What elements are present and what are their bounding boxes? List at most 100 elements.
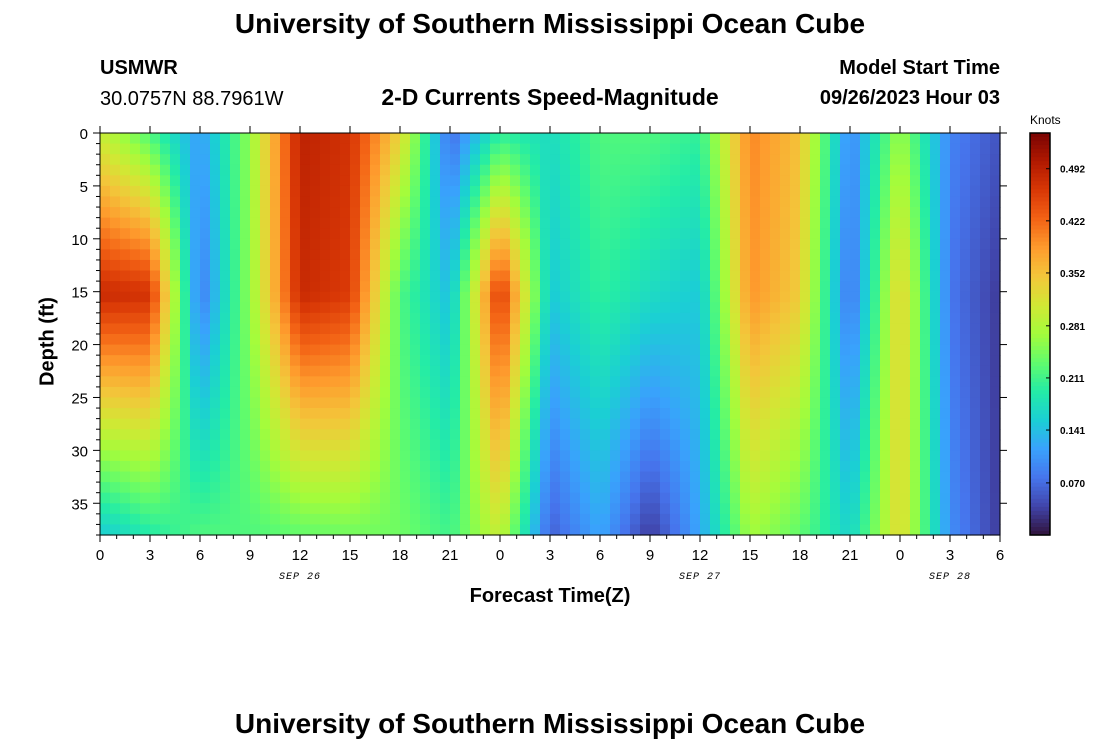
heatmap-cell	[440, 175, 451, 187]
heatmap-cell	[280, 312, 291, 325]
x-tick-label: 6	[596, 547, 604, 564]
heatmap-cell	[610, 302, 621, 314]
heatmap-cell	[970, 207, 981, 219]
heatmap-cell	[440, 323, 451, 335]
heatmap-cell	[530, 291, 541, 303]
heatmap-cell	[360, 503, 371, 515]
heatmap-cell	[650, 133, 661, 145]
heatmap-cell	[980, 291, 991, 303]
heatmap-cell	[800, 429, 811, 441]
heatmap-cell	[240, 397, 251, 409]
heatmap-cell	[920, 323, 931, 335]
heatmap-cell	[620, 513, 631, 526]
heatmap-cell	[590, 312, 601, 325]
heatmap-cell	[900, 133, 911, 145]
heatmap-cell	[830, 376, 841, 388]
heatmap-cell	[220, 439, 231, 451]
x-tick-label: 3	[146, 547, 154, 564]
heatmap-cell	[880, 259, 891, 272]
heatmap-cell	[410, 238, 421, 250]
heatmap-cell	[780, 196, 791, 208]
heatmap-cell	[570, 154, 581, 166]
heatmap-cell	[460, 323, 471, 335]
heatmap-cell	[530, 386, 541, 399]
heatmap-cell	[920, 334, 931, 346]
heatmap-cell	[210, 281, 221, 293]
heatmap-cell	[500, 302, 511, 314]
heatmap-cell	[480, 133, 491, 145]
heatmap-cell	[320, 503, 331, 515]
heatmap-cell	[890, 133, 901, 145]
heatmap-cell	[700, 154, 711, 166]
heatmap-cell	[210, 323, 221, 335]
heatmap-cell	[250, 270, 261, 282]
heatmap-cell	[770, 460, 781, 473]
heatmap-cell	[130, 154, 141, 166]
heatmap-cell	[380, 386, 391, 399]
heatmap-cell	[680, 471, 691, 483]
heatmap-cell	[670, 334, 681, 346]
heatmap-cell	[330, 281, 341, 293]
heatmap-cell	[240, 418, 251, 430]
heatmap-cell	[360, 196, 371, 208]
heatmap-cell	[400, 249, 411, 261]
heatmap-cell	[780, 460, 791, 473]
heatmap-cell	[190, 238, 201, 250]
heatmap-cell	[250, 334, 261, 346]
heatmap-cell	[860, 418, 871, 430]
heatmap-cell	[560, 344, 571, 356]
heatmap-cell	[700, 133, 711, 145]
heatmap-cell	[540, 450, 551, 462]
heatmap-cell	[510, 196, 521, 208]
heatmap-cell	[140, 503, 151, 515]
heatmap-cell	[160, 302, 171, 314]
heatmap-cell	[170, 492, 181, 504]
heatmap-cell	[900, 196, 911, 208]
colorbar-segment	[1030, 334, 1050, 339]
heatmap-cell	[410, 133, 421, 145]
heatmap-cell	[340, 302, 351, 314]
heatmap-cell	[350, 524, 361, 536]
heatmap-cell	[560, 249, 571, 261]
heatmap-cell	[730, 217, 741, 229]
heatmap-cell	[870, 460, 881, 473]
heatmap-cell	[180, 355, 191, 367]
heatmap-cell	[900, 418, 911, 430]
heatmap-cell	[690, 133, 701, 145]
heatmap-cell	[650, 249, 661, 261]
heatmap-cell	[550, 408, 561, 420]
heatmap-cell	[480, 238, 491, 250]
heatmap-cell	[190, 143, 201, 155]
heatmap-cell	[980, 323, 991, 335]
heatmap-cell	[920, 207, 931, 219]
heatmap-cell	[370, 397, 381, 409]
heatmap-cell	[430, 397, 441, 409]
heatmap-cell	[540, 334, 551, 346]
heatmap-cell	[640, 185, 651, 198]
colorbar-tick-label: 0.352	[1060, 269, 1085, 280]
heatmap-cell	[490, 376, 501, 388]
heatmap-cell	[960, 450, 971, 462]
heatmap-cell	[450, 217, 461, 229]
heatmap-cell	[200, 460, 211, 473]
heatmap-cell	[780, 185, 791, 198]
heatmap-cell	[450, 281, 461, 293]
heatmap-cell	[350, 143, 361, 155]
heatmap-cell	[250, 365, 261, 377]
heatmap-cell	[440, 196, 451, 208]
heatmap-cell	[170, 196, 181, 208]
heatmap-cell	[380, 281, 391, 293]
colorbar-segment	[1030, 165, 1050, 170]
heatmap-cell	[910, 482, 921, 494]
heatmap-cell	[480, 439, 491, 451]
heatmap-cell	[840, 355, 851, 367]
heatmap-cell	[910, 492, 921, 504]
heatmap-cell	[560, 228, 571, 240]
heatmap-cell	[890, 323, 901, 335]
heatmap-cell	[380, 270, 391, 282]
heatmap-cell	[390, 164, 401, 176]
heatmap-cell	[730, 429, 741, 441]
heatmap-cell	[740, 429, 751, 441]
heatmap-cell	[550, 133, 561, 145]
heatmap-cell	[740, 524, 751, 536]
